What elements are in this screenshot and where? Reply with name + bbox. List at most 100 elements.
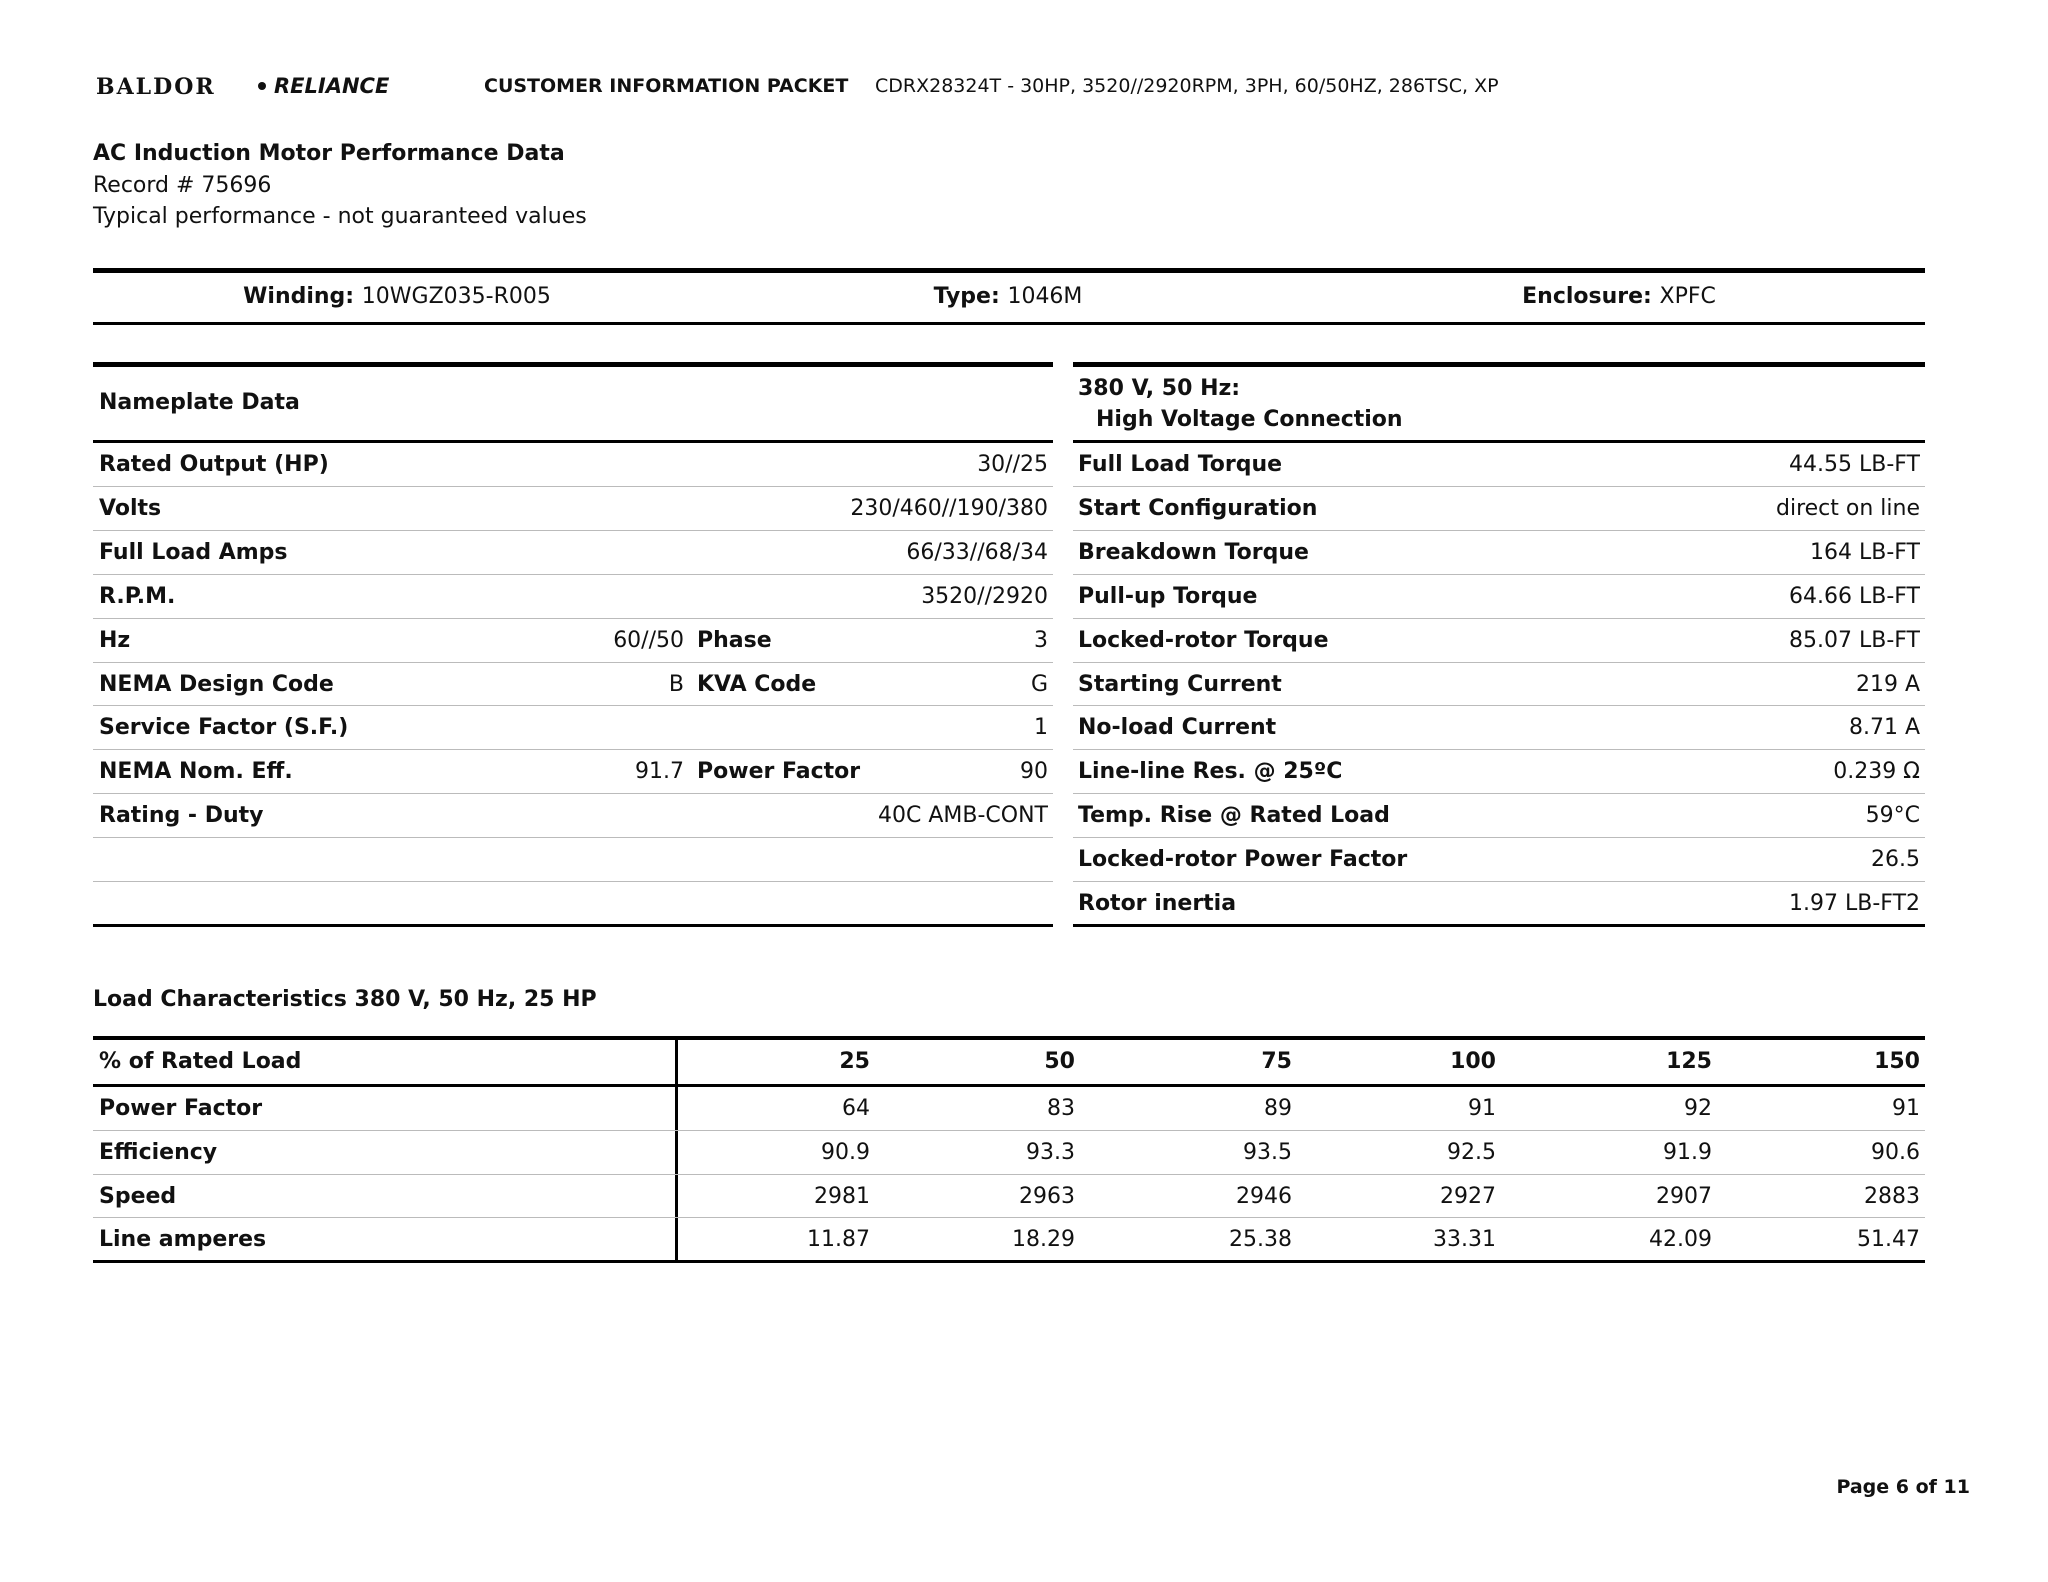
cell-value: 92 [1684,1096,1712,1121]
row-value: 30//25 [977,452,1048,477]
cell-value: 91.9 [1663,1139,1712,1165]
row-label: Efficiency [99,1139,218,1165]
row-divider [93,1129,1925,1131]
cell-value: 89 [1264,1096,1292,1121]
cell-value: 11.87 [807,1227,870,1253]
row-label: NEMA Nom. Eff. [99,759,293,785]
row-divider [1073,705,1925,707]
row-label: Locked-rotor Power Factor [1078,847,1408,873]
row-divider [93,573,1053,575]
rule [1073,923,1925,927]
row-label: Volts [99,495,162,521]
summary-value: 1046M [1007,284,1083,309]
column-header: 50 [1044,1049,1075,1074]
logo-dot [258,82,266,90]
row-value: 59°C [1865,803,1920,829]
row-value: 0.239 Ω [1833,759,1920,785]
row-label: No-load Current [1078,715,1277,741]
summary-label: Winding: [243,284,362,309]
rule [93,362,1053,367]
cell-value: 42.09 [1649,1227,1712,1253]
row-value: 1 [1034,715,1048,741]
cell-value: 91 [1468,1096,1496,1121]
rule [93,268,1925,273]
column-header: 100 [1450,1049,1496,1074]
row-divider [1073,881,1925,882]
row-value: 60//50 [613,627,684,653]
rule [93,322,1925,325]
row-label: Pull-up Torque [1078,583,1258,609]
summary-item: Type: 1046M [934,284,1083,309]
rule [93,1260,1925,1264]
cell-value: 2907 [1656,1183,1712,1209]
row-label: Rated Output (HP) [99,452,329,477]
row-label: Breakdown Torque [1078,539,1309,565]
doc-title: AC Induction Motor Performance Data [93,141,565,166]
row-value: 164 LB-FT [1810,539,1920,565]
row-divider [93,1217,1925,1219]
row-divider [1073,573,1925,575]
rule [93,1084,1925,1087]
rule [93,1036,1925,1040]
row-value: 26.5 [1871,847,1920,873]
row-divider [93,485,1053,487]
summary-item: Enclosure: XPFC [1522,284,1716,309]
row-value: 219 A [1855,671,1920,697]
rule [93,440,1053,443]
row-label: Start Configuration [1078,495,1318,521]
row-label: R.P.M. [99,583,176,609]
cell-value: 90.6 [1871,1139,1920,1165]
row-value: 85.07 LB-FT [1789,627,1920,653]
column-header: 75 [1261,1049,1292,1074]
cell-value: 93.5 [1243,1139,1292,1165]
cell-value: 2946 [1236,1183,1292,1209]
cell-value: 2981 [814,1183,870,1209]
row-value: B [668,671,684,697]
cell-value: 25.38 [1229,1227,1292,1253]
row-value: 44.55 LB-FT [1789,452,1920,477]
row-label: Line amperes [99,1227,267,1253]
row-divider [1073,793,1925,795]
row-divider [1073,749,1925,751]
row-divider [93,793,1053,795]
row-label: Service Factor (S.F.) [99,715,349,741]
row-divider [93,617,1053,619]
model: CDRX28324T - 30HP, 3520//2920RPM, 3PH, 6… [875,75,1499,97]
header-label: % of Rated Load [99,1049,302,1074]
cell-value: 2883 [1864,1183,1920,1209]
cell-value: 83 [1047,1096,1075,1121]
row-label: Full Load Amps [99,539,288,565]
rule [93,923,1053,927]
row-value: 91.7 [635,759,684,785]
row-label: Phase [697,627,772,653]
row-label: Starting Current [1078,671,1282,697]
cell-value: 51.47 [1857,1227,1920,1253]
summary-value: XPFC [1659,284,1716,309]
cell-value: 2927 [1440,1183,1496,1209]
section-title: Load Characteristics 380 V, 50 Hz, 25 HP [93,987,597,1012]
row-label: Full Load Torque [1078,452,1283,477]
row-value: 66/33//68/34 [906,539,1048,565]
row-label: Hz [99,627,131,653]
table-subtitle: High Voltage Connection [1096,407,1403,432]
row-divider [93,881,1053,882]
page-number: Page 6 of 11 [1836,1476,1970,1498]
row-divider [93,705,1053,707]
table-title: 380 V, 50 Hz: [1078,376,1241,401]
row-label: Line-line Res. @ 25ºC [1078,759,1343,785]
row-value: G [1030,671,1048,697]
row-divider [1073,529,1925,531]
summary-value: 10WGZ035-R005 [361,284,551,309]
row-value: 40C AMB-CONT [878,803,1048,829]
logo: RELIANCE [274,74,390,98]
row-label: NEMA Design Code [99,671,334,697]
row-value: 8.71 A [1848,715,1920,741]
row-value: 230/460//190/380 [850,495,1048,521]
cell-value: 90.9 [821,1139,870,1165]
row-value: 3520//2920 [921,583,1048,609]
row-divider [93,1173,1925,1175]
row-label: Rotor inertia [1078,891,1237,916]
row-label: Power Factor [99,1096,263,1121]
cell-value: 18.29 [1012,1227,1075,1253]
